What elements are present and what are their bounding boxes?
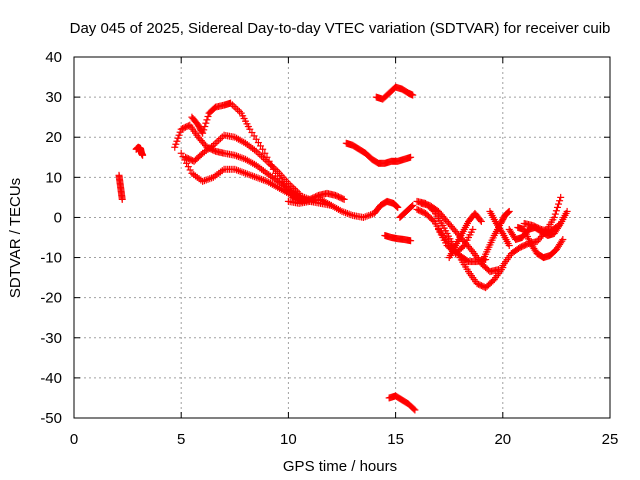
data-point — [409, 91, 417, 99]
data-point — [174, 134, 182, 142]
data-point — [118, 195, 126, 203]
series-arc-08 — [289, 189, 348, 205]
data-point — [261, 149, 269, 157]
x-tick-label: 10 — [280, 431, 297, 448]
y-tick-label: -40 — [40, 370, 62, 387]
data-point — [176, 128, 184, 136]
x-tick-label: 5 — [177, 431, 185, 448]
x-tick-label: 15 — [387, 431, 404, 448]
data-point — [175, 131, 183, 139]
data-point — [505, 242, 513, 250]
data-point — [407, 153, 415, 161]
data-point — [459, 243, 467, 251]
data-point — [407, 237, 415, 245]
series-arc-13 — [385, 392, 419, 414]
series-arc-11 — [381, 231, 415, 245]
x-axis-label: GPS time / hours — [283, 458, 397, 475]
series-arc-24 — [520, 219, 563, 235]
data-point — [495, 266, 503, 274]
series-arc-02 — [132, 143, 147, 159]
x-tick-label: 25 — [602, 431, 619, 448]
data-point — [552, 207, 560, 215]
data-point — [551, 210, 559, 218]
data-point — [469, 225, 477, 233]
data-point — [553, 222, 561, 230]
x-tick-label: 20 — [494, 431, 511, 448]
data-point — [408, 202, 416, 210]
data-point — [555, 221, 563, 229]
data-point — [340, 195, 348, 203]
data-point — [411, 406, 419, 414]
data-point — [259, 145, 267, 153]
y-tick-label: -50 — [40, 410, 62, 427]
axis-ticks: 0 5 10 15 20 25 -50 -40 -30 -20 -10 0 10 20 30 40 — [40, 49, 618, 448]
y-tick-label: 30 — [45, 89, 62, 106]
series-arc-18 — [445, 209, 485, 262]
data-point — [204, 112, 212, 120]
data-point — [172, 140, 180, 148]
data-point — [505, 208, 513, 216]
y-tick-label: 0 — [54, 209, 62, 226]
y-tick-label: -10 — [40, 250, 62, 267]
y-tick-label: 20 — [45, 129, 62, 146]
data-point — [559, 236, 567, 244]
plot-frame — [73, 56, 611, 419]
data-point — [467, 246, 475, 254]
data-point — [392, 202, 400, 210]
series-arc-01 — [115, 171, 126, 203]
y-tick-label: -30 — [40, 330, 62, 347]
data-point — [203, 116, 211, 124]
data-point — [139, 151, 147, 159]
data-point — [429, 216, 437, 224]
data-point — [563, 207, 571, 215]
series-arc-20 — [486, 207, 513, 250]
series-arc-09 — [342, 139, 415, 167]
y-tick-label: 40 — [45, 49, 62, 66]
data-point — [199, 129, 207, 137]
data-point — [201, 123, 209, 131]
data-point — [171, 143, 179, 151]
data-point — [555, 200, 563, 208]
data-point — [409, 201, 417, 209]
data-points — [115, 83, 571, 414]
data-point — [504, 209, 512, 217]
series-arc-06 — [181, 131, 303, 197]
data-point — [476, 216, 484, 224]
data-point — [200, 126, 208, 134]
y-tick-label: -20 — [40, 290, 62, 307]
data-point — [558, 237, 566, 245]
chart-title: Day 045 of 2025, Sidereal Day-to-day VTE… — [70, 20, 611, 37]
series-arc-12 — [396, 201, 417, 221]
data-point — [295, 189, 303, 197]
data-point — [410, 405, 418, 413]
data-point — [557, 193, 565, 201]
data-point — [505, 207, 513, 215]
y-tick-label: 10 — [45, 169, 62, 186]
y-axis-label: SDTVAR / TECUs — [7, 178, 24, 298]
data-point — [477, 217, 485, 225]
grid — [74, 57, 610, 418]
data-point — [202, 119, 210, 127]
data-point — [393, 203, 401, 211]
series-arc-10 — [372, 83, 417, 103]
x-tick-label: 0 — [70, 431, 78, 448]
series-arc-23 — [514, 223, 567, 262]
data-point — [173, 137, 181, 145]
data-point — [553, 203, 561, 211]
data-point — [339, 195, 347, 203]
data-point — [556, 197, 564, 205]
data-point — [498, 228, 506, 236]
data-point — [550, 213, 558, 221]
series-arc-21 — [499, 193, 565, 270]
data-point — [394, 203, 402, 211]
